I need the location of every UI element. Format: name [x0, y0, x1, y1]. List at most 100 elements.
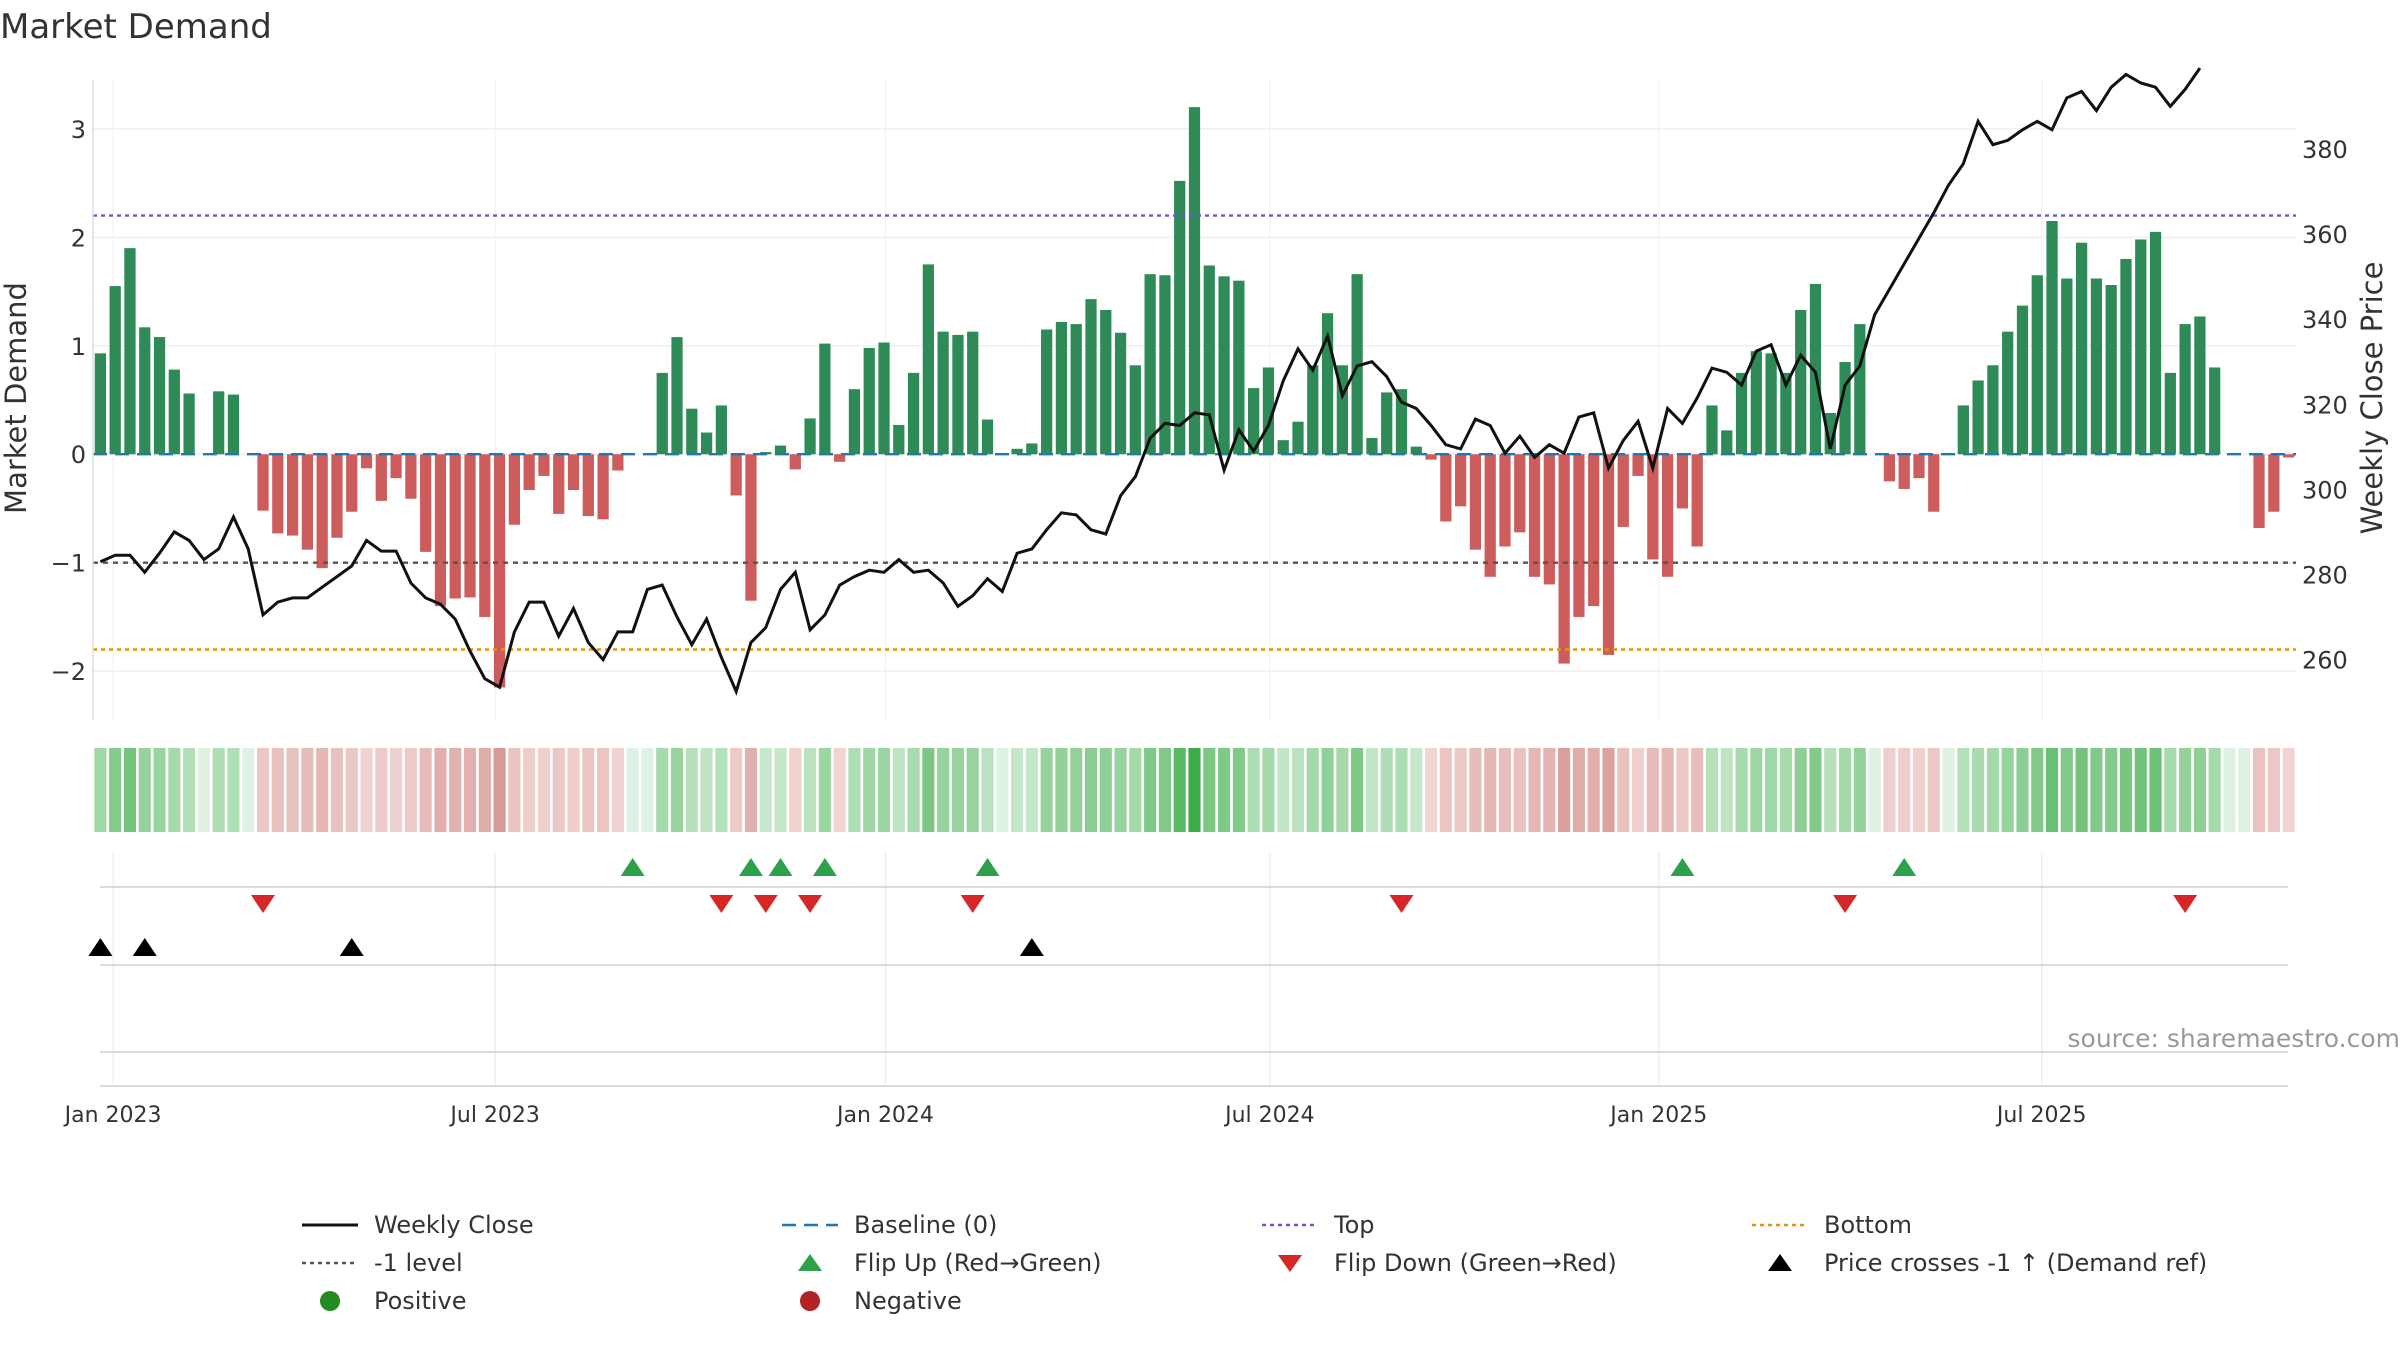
demand-bar	[286, 454, 299, 536]
demand-strip-cell	[2031, 748, 2044, 832]
demand-bar	[2075, 242, 2088, 455]
demand-bar	[1617, 454, 1629, 527]
demand-bar	[464, 454, 476, 598]
demand-strip-cell	[1779, 748, 1792, 832]
demand-strip-cell	[1543, 748, 1556, 832]
y-axis-label: Market Demand	[0, 282, 33, 514]
flip-up-marker	[1670, 858, 1695, 876]
demand-bar	[1218, 276, 1230, 455]
demand-strip-cell	[1957, 748, 1970, 832]
flip-up-marker	[738, 858, 763, 876]
demand-bar	[2061, 278, 2073, 455]
demand-strip-cell	[966, 748, 979, 832]
demand-strip-cell	[1750, 748, 1763, 832]
demand-strip-cell	[2223, 748, 2236, 832]
demand-strip-cell	[1572, 748, 1585, 832]
y2-tick-label: 320	[2302, 391, 2348, 419]
source-credit: source: sharemaestro.com	[2067, 1024, 2400, 1053]
demand-strip-cell	[1070, 748, 1083, 832]
demand-strip-cell	[1114, 748, 1127, 832]
demand-strip-cell	[301, 748, 314, 832]
legend-swatch	[302, 1223, 358, 1227]
demand-strip-cell	[1942, 748, 1955, 832]
demand-bar	[686, 408, 698, 455]
demand-bar	[1070, 324, 1082, 455]
demand-strip-cell	[360, 748, 373, 832]
demand-strip-cell	[1868, 748, 1881, 832]
demand-strip-cell	[922, 748, 935, 832]
y2-axis-label: Weekly Close Price	[2355, 262, 2389, 535]
demand-bar	[819, 343, 831, 455]
demand-bar	[937, 331, 949, 455]
demand-strip-cell	[434, 748, 447, 832]
demand-strip-cell	[1232, 748, 1245, 832]
demand-strip-cell	[818, 748, 831, 832]
demand-strip-cell	[730, 748, 743, 832]
demand-strip-cell	[863, 748, 876, 832]
demand-strip-cell	[94, 748, 107, 832]
demand-bar	[449, 454, 461, 599]
demand-strip-cell	[1617, 748, 1630, 832]
demand-bar	[1854, 324, 1866, 455]
legend-swatch	[782, 1223, 838, 1227]
demand-bar	[1662, 454, 1674, 577]
legend-label: Flip Up (Red→Green)	[854, 1249, 1102, 1277]
demand-strip-cell	[937, 748, 950, 832]
demand-strip-cell	[330, 748, 344, 832]
demand-strip-cell	[523, 748, 536, 832]
demand-bar	[834, 454, 846, 462]
demand-strip-cell	[611, 748, 624, 832]
legend-label: Bottom	[1824, 1211, 1913, 1239]
demand-bar	[1839, 362, 1851, 455]
legend-swatch	[1278, 1255, 1302, 1272]
demand-strip-cell	[375, 748, 388, 832]
demand-strip-cell	[1972, 748, 1985, 832]
flip-up-marker	[620, 858, 645, 876]
weekly-close-line	[99, 67, 2202, 696]
demand-bar	[1543, 454, 1555, 585]
demand-bar	[331, 454, 343, 538]
demand-strip-cell	[1380, 748, 1393, 832]
demand-strip-cell	[1469, 748, 1482, 832]
demand-strip-cell	[685, 748, 698, 832]
flip-up-marker	[975, 858, 1000, 876]
demand-bar	[1928, 454, 1940, 512]
demand-bar	[1721, 430, 1733, 455]
price-cross-marker	[1019, 938, 1044, 956]
demand-bar	[124, 248, 136, 455]
demand-bar	[730, 454, 742, 496]
demand-strip-cell	[1321, 748, 1334, 832]
y-tick-label: 0	[71, 441, 86, 469]
legend-swatch	[1262, 1223, 1318, 1227]
legend-label: Baseline (0)	[854, 1211, 998, 1239]
demand-strip-cell	[1188, 748, 1201, 832]
demand-strip-cell	[1158, 748, 1171, 832]
demand-strip-cell	[981, 748, 994, 832]
demand-strip-cell	[316, 748, 329, 832]
demand-bar	[2209, 367, 2221, 455]
demand-bar	[1883, 454, 1896, 482]
demand-bar	[1114, 332, 1127, 455]
demand-bar	[1203, 265, 1215, 455]
demand-strip-cell	[1484, 748, 1497, 832]
demand-strip-cell	[183, 748, 196, 832]
demand-bar	[2105, 285, 2117, 455]
demand-strip-cell	[1291, 748, 1305, 832]
demand-bar	[1795, 309, 1807, 455]
demand-strip-cell	[390, 748, 403, 832]
demand-bar	[700, 432, 713, 455]
demand-strip-cell	[1351, 748, 1364, 832]
demand-bar	[1425, 454, 1437, 460]
demand-bar	[257, 454, 269, 511]
demand-strip-cell	[286, 748, 299, 832]
legend-item: Weekly Close	[300, 1208, 534, 1242]
legend-item: -1 level	[300, 1246, 463, 1280]
demand-bar	[2090, 278, 2103, 455]
demand-bar	[1100, 309, 1112, 455]
flip-down-marker	[1833, 895, 1858, 913]
demand-bar	[405, 454, 417, 499]
demand-bar	[1085, 299, 1097, 455]
demand-bar	[1292, 421, 1304, 455]
demand-bar	[1188, 107, 1201, 455]
demand-strip-cell	[2193, 748, 2206, 832]
